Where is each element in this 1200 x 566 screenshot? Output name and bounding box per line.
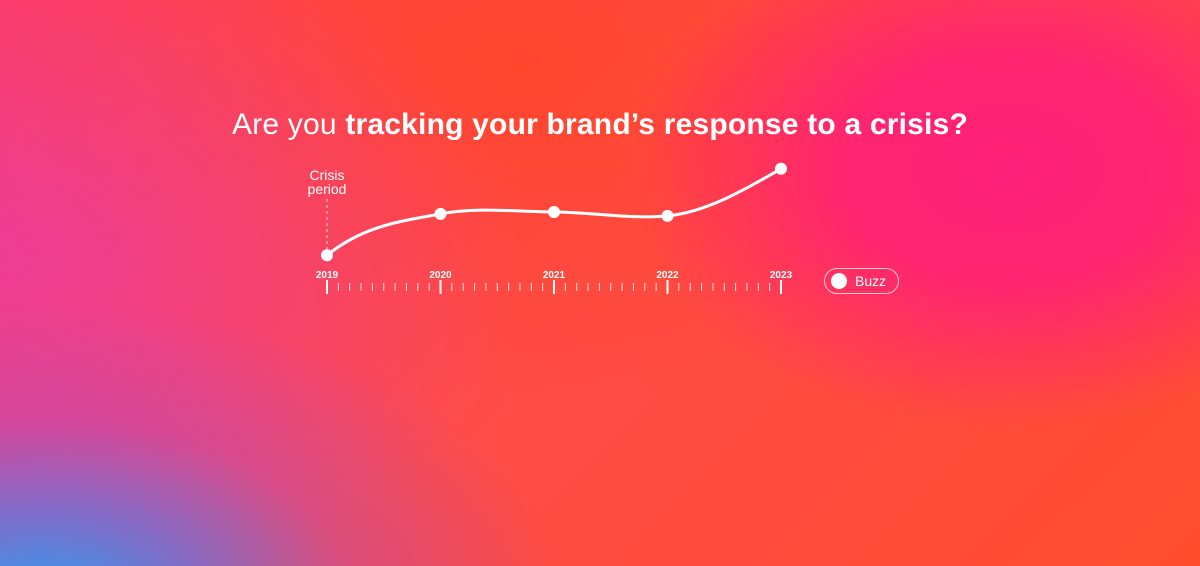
buzz-point-2019[interactable] xyxy=(321,249,333,262)
buzz-point-2021[interactable] xyxy=(548,206,560,218)
x-axis-labels: 2019 2020 2021 2022 2023 xyxy=(316,270,793,281)
series-buzz xyxy=(321,162,787,262)
headline-light: Are you xyxy=(231,108,337,141)
buzz-point-2023[interactable] xyxy=(775,162,787,175)
buzz-point-2020[interactable] xyxy=(434,207,447,220)
x-tick-label: 2022 xyxy=(656,270,679,281)
headline-bold: tracking your brand’s response to a cris… xyxy=(345,108,969,141)
legend-label: Buzz xyxy=(855,273,887,289)
crisis-annotation: Crisis period xyxy=(308,167,347,254)
x-tick-label: 2023 xyxy=(770,270,793,281)
headline: Are you tracking your brand’s response t… xyxy=(0,108,1200,142)
x-tick-label: 2021 xyxy=(543,270,566,281)
x-tick-label: 2019 xyxy=(316,270,339,281)
buzz-point-2022[interactable] xyxy=(661,209,674,222)
x-tick-label: 2020 xyxy=(429,270,452,281)
crisis-label-line1: Crisis xyxy=(310,167,345,183)
x-axis xyxy=(326,280,782,294)
crisis-label-line2: period xyxy=(308,181,347,197)
legend-buzz[interactable]: Buzz xyxy=(824,268,900,294)
legend-swatch xyxy=(831,273,847,289)
